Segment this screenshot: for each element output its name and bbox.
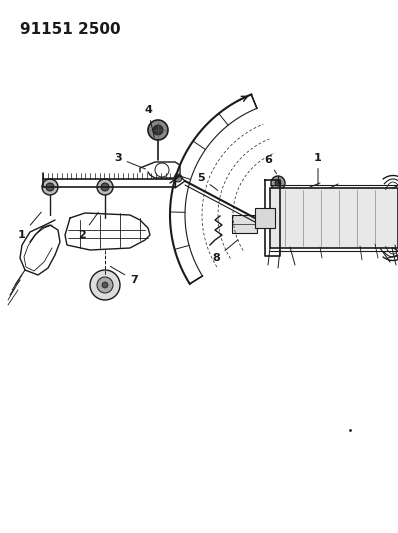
Circle shape: [42, 179, 58, 195]
Text: 1: 1: [18, 212, 41, 240]
Text: 5: 5: [197, 173, 218, 190]
Circle shape: [148, 120, 168, 140]
Text: 3: 3: [114, 153, 145, 169]
Text: 8: 8: [212, 240, 238, 263]
Text: 4: 4: [144, 105, 154, 138]
Text: 91151 2500: 91151 2500: [20, 22, 121, 37]
Circle shape: [275, 180, 281, 186]
Bar: [232, 215, 257, 233]
Circle shape: [46, 183, 54, 191]
Text: 2: 2: [78, 212, 98, 240]
Circle shape: [101, 183, 109, 191]
Circle shape: [271, 176, 285, 190]
Circle shape: [102, 282, 108, 288]
Circle shape: [97, 277, 113, 293]
Circle shape: [328, 191, 338, 201]
Circle shape: [174, 174, 182, 182]
Circle shape: [153, 125, 163, 135]
Bar: [270, 188, 398, 248]
Text: 1: 1: [314, 153, 322, 185]
Circle shape: [90, 270, 120, 300]
Text: 6: 6: [264, 155, 277, 174]
Text: 7: 7: [110, 266, 138, 285]
Circle shape: [311, 190, 321, 200]
Bar: [255, 208, 275, 228]
Circle shape: [97, 179, 113, 195]
